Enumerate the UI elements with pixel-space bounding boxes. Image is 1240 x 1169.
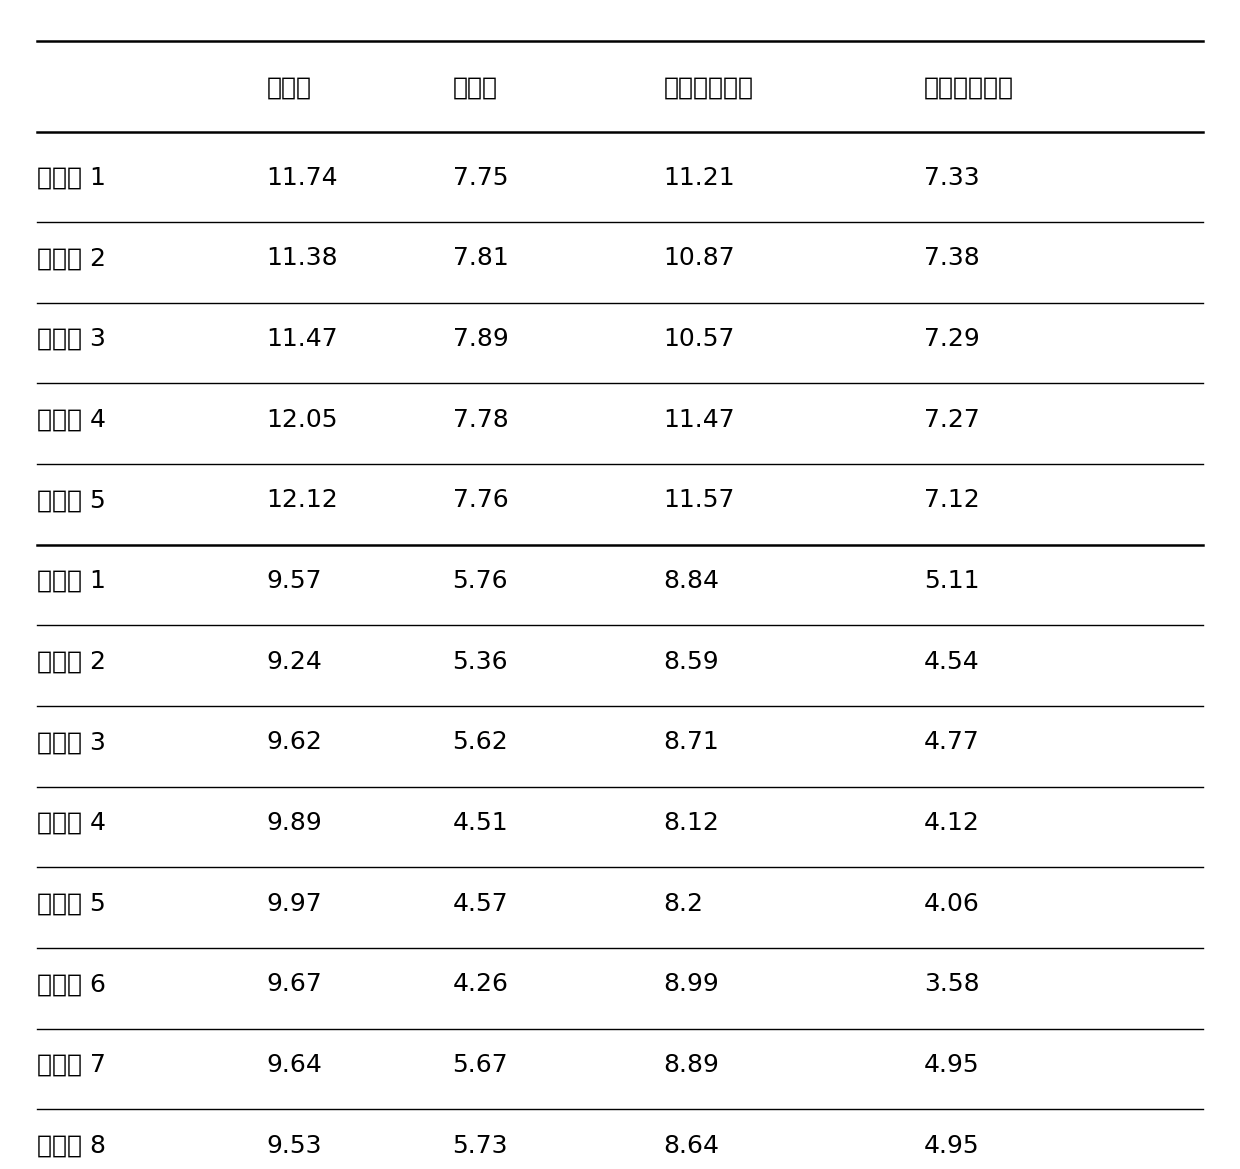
Text: 4.51: 4.51 <box>453 811 508 835</box>
Text: 7.78: 7.78 <box>453 408 508 431</box>
Text: 对比例 5: 对比例 5 <box>37 892 105 915</box>
Text: 5.62: 5.62 <box>453 731 508 754</box>
Text: 吸氢量: 吸氢量 <box>267 76 311 99</box>
Text: 4.57: 4.57 <box>453 892 508 915</box>
Text: 8.84: 8.84 <box>663 569 719 593</box>
Text: 3.58: 3.58 <box>924 973 980 996</box>
Text: 对比例 2: 对比例 2 <box>37 650 107 673</box>
Text: 8.2: 8.2 <box>663 892 703 915</box>
Text: 放氢量: 放氢量 <box>453 76 497 99</box>
Text: 12.12: 12.12 <box>267 489 339 512</box>
Text: 9.62: 9.62 <box>267 731 322 754</box>
Text: 8.64: 8.64 <box>663 1134 719 1157</box>
Text: 7.33: 7.33 <box>924 166 980 189</box>
Text: 9.97: 9.97 <box>267 892 322 915</box>
Text: 8.99: 8.99 <box>663 973 719 996</box>
Text: 5.11: 5.11 <box>924 569 980 593</box>
Text: 4.95: 4.95 <box>924 1134 980 1157</box>
Text: 7.75: 7.75 <box>453 166 508 189</box>
Text: 9.64: 9.64 <box>267 1053 322 1077</box>
Text: 11.21: 11.21 <box>663 166 735 189</box>
Text: 7.29: 7.29 <box>924 327 980 351</box>
Text: 5.36: 5.36 <box>453 650 508 673</box>
Text: 实施例 5: 实施例 5 <box>37 489 105 512</box>
Text: 9.89: 9.89 <box>267 811 322 835</box>
Text: 对比例 6: 对比例 6 <box>37 973 107 996</box>
Text: 11.38: 11.38 <box>267 247 339 270</box>
Text: 对比例 1: 对比例 1 <box>37 569 107 593</box>
Text: 对比例 3: 对比例 3 <box>37 731 107 754</box>
Text: 4.95: 4.95 <box>924 1053 980 1077</box>
Text: 10.87: 10.87 <box>663 247 735 270</box>
Text: 9.24: 9.24 <box>267 650 322 673</box>
Text: 7.38: 7.38 <box>924 247 980 270</box>
Text: 7.89: 7.89 <box>453 327 508 351</box>
Text: 7.27: 7.27 <box>924 408 980 431</box>
Text: 7.76: 7.76 <box>453 489 508 512</box>
Text: 11.74: 11.74 <box>267 166 339 189</box>
Text: 4.77: 4.77 <box>924 731 980 754</box>
Text: 7.12: 7.12 <box>924 489 980 512</box>
Text: 8.59: 8.59 <box>663 650 719 673</box>
Text: 4.12: 4.12 <box>924 811 980 835</box>
Text: 循环后吸氢量: 循环后吸氢量 <box>663 76 754 99</box>
Text: 10.57: 10.57 <box>663 327 735 351</box>
Text: 9.57: 9.57 <box>267 569 322 593</box>
Text: 7.81: 7.81 <box>453 247 508 270</box>
Text: 实施例 2: 实施例 2 <box>37 247 107 270</box>
Text: 5.67: 5.67 <box>453 1053 508 1077</box>
Text: 4.06: 4.06 <box>924 892 980 915</box>
Text: 8.71: 8.71 <box>663 731 719 754</box>
Text: 5.76: 5.76 <box>453 569 508 593</box>
Text: 11.47: 11.47 <box>267 327 339 351</box>
Text: 11.57: 11.57 <box>663 489 735 512</box>
Text: 12.05: 12.05 <box>267 408 339 431</box>
Text: 对比例 7: 对比例 7 <box>37 1053 107 1077</box>
Text: 实施例 1: 实施例 1 <box>37 166 107 189</box>
Text: 8.12: 8.12 <box>663 811 719 835</box>
Text: 8.89: 8.89 <box>663 1053 719 1077</box>
Text: 11.47: 11.47 <box>663 408 735 431</box>
Text: 9.67: 9.67 <box>267 973 322 996</box>
Text: 4.26: 4.26 <box>453 973 508 996</box>
Text: 实施例 3: 实施例 3 <box>37 327 107 351</box>
Text: 实施例 4: 实施例 4 <box>37 408 107 431</box>
Text: 5.73: 5.73 <box>453 1134 508 1157</box>
Text: 循环后放氢量: 循环后放氢量 <box>924 76 1014 99</box>
Text: 对比例 4: 对比例 4 <box>37 811 107 835</box>
Text: 对比例 8: 对比例 8 <box>37 1134 107 1157</box>
Text: 4.54: 4.54 <box>924 650 980 673</box>
Text: 9.53: 9.53 <box>267 1134 322 1157</box>
